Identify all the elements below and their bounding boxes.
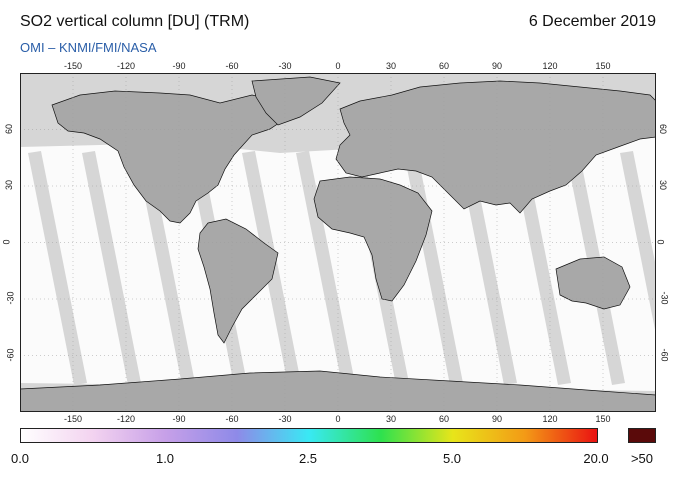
map-title: SO2 vertical column [DU] (TRM) bbox=[20, 13, 250, 30]
colorbar-label: 0.0 bbox=[10, 451, 30, 466]
so2-colorbar bbox=[20, 428, 598, 443]
latitude-label: -30 bbox=[5, 291, 16, 305]
colorbar-label: 2.5 bbox=[298, 451, 318, 466]
orbit-gap-swath bbox=[512, 151, 571, 385]
longitude-label: 30 bbox=[385, 61, 397, 71]
map-frame bbox=[20, 73, 656, 412]
latitude-label: 60 bbox=[658, 123, 669, 134]
orbit-gap-swath bbox=[82, 151, 141, 385]
longitude-label: 120 bbox=[542, 61, 558, 71]
orbit-gap-swath bbox=[296, 151, 355, 385]
latitude-label: -60 bbox=[659, 347, 670, 362]
colorbar-label: 20.0 bbox=[583, 451, 609, 466]
longitude-label: -120 bbox=[116, 61, 136, 71]
longitude-label: -60 bbox=[225, 414, 239, 424]
longitude-label: 60 bbox=[438, 61, 450, 71]
colorbar-label: 1.0 bbox=[155, 451, 175, 466]
longitude-label: -30 bbox=[278, 414, 292, 424]
longitude-label: -90 bbox=[172, 61, 186, 71]
latitude-label: 0 bbox=[655, 238, 666, 245]
longitude-label: 30 bbox=[385, 414, 397, 424]
colorbar-label: >50 bbox=[630, 451, 654, 466]
latitude-label: 60 bbox=[4, 123, 15, 134]
over-range-swatch bbox=[628, 428, 656, 443]
longitude-label: -90 bbox=[172, 414, 186, 424]
orbit-gap-swath bbox=[458, 151, 517, 385]
orbit-gap-swath bbox=[136, 151, 195, 385]
south-america-land bbox=[197, 218, 279, 344]
orbit-gap-swath bbox=[620, 151, 656, 335]
longitude-label: 90 bbox=[491, 61, 503, 71]
longitude-label: 0 bbox=[335, 414, 341, 424]
map-panel bbox=[20, 73, 656, 412]
latitude-label: 30 bbox=[4, 179, 15, 191]
longitude-label: -150 bbox=[63, 414, 83, 424]
latitude-label: -30 bbox=[659, 291, 670, 305]
longitude-label: -150 bbox=[63, 61, 83, 71]
greenland-land bbox=[251, 76, 341, 126]
eurasia-land bbox=[335, 80, 656, 214]
map-date: 6 December 2019 bbox=[528, 13, 656, 30]
longitude-label: 0 bbox=[335, 61, 341, 71]
longitude-label: 150 bbox=[595, 414, 611, 424]
longitude-label: 120 bbox=[542, 414, 558, 424]
latitude-label: 0 bbox=[1, 238, 12, 245]
world-map bbox=[20, 73, 656, 412]
north-america-land bbox=[51, 90, 289, 224]
longitude-label: -60 bbox=[225, 61, 239, 71]
colorbar-label: 5.0 bbox=[442, 451, 462, 466]
orbit-gap-swath bbox=[28, 151, 87, 385]
data-credit: OMI – KNMI/FMI/NASA bbox=[20, 40, 157, 55]
latitude-label: 30 bbox=[658, 179, 669, 191]
africa-land bbox=[313, 176, 433, 302]
longitude-label: -30 bbox=[278, 61, 292, 71]
longitude-label: 150 bbox=[595, 61, 611, 71]
longitude-label: 60 bbox=[438, 414, 450, 424]
longitude-label: -120 bbox=[116, 414, 136, 424]
latitude-label: -60 bbox=[5, 347, 16, 362]
longitude-label: 90 bbox=[491, 414, 503, 424]
lat-lon-grid bbox=[20, 73, 656, 412]
